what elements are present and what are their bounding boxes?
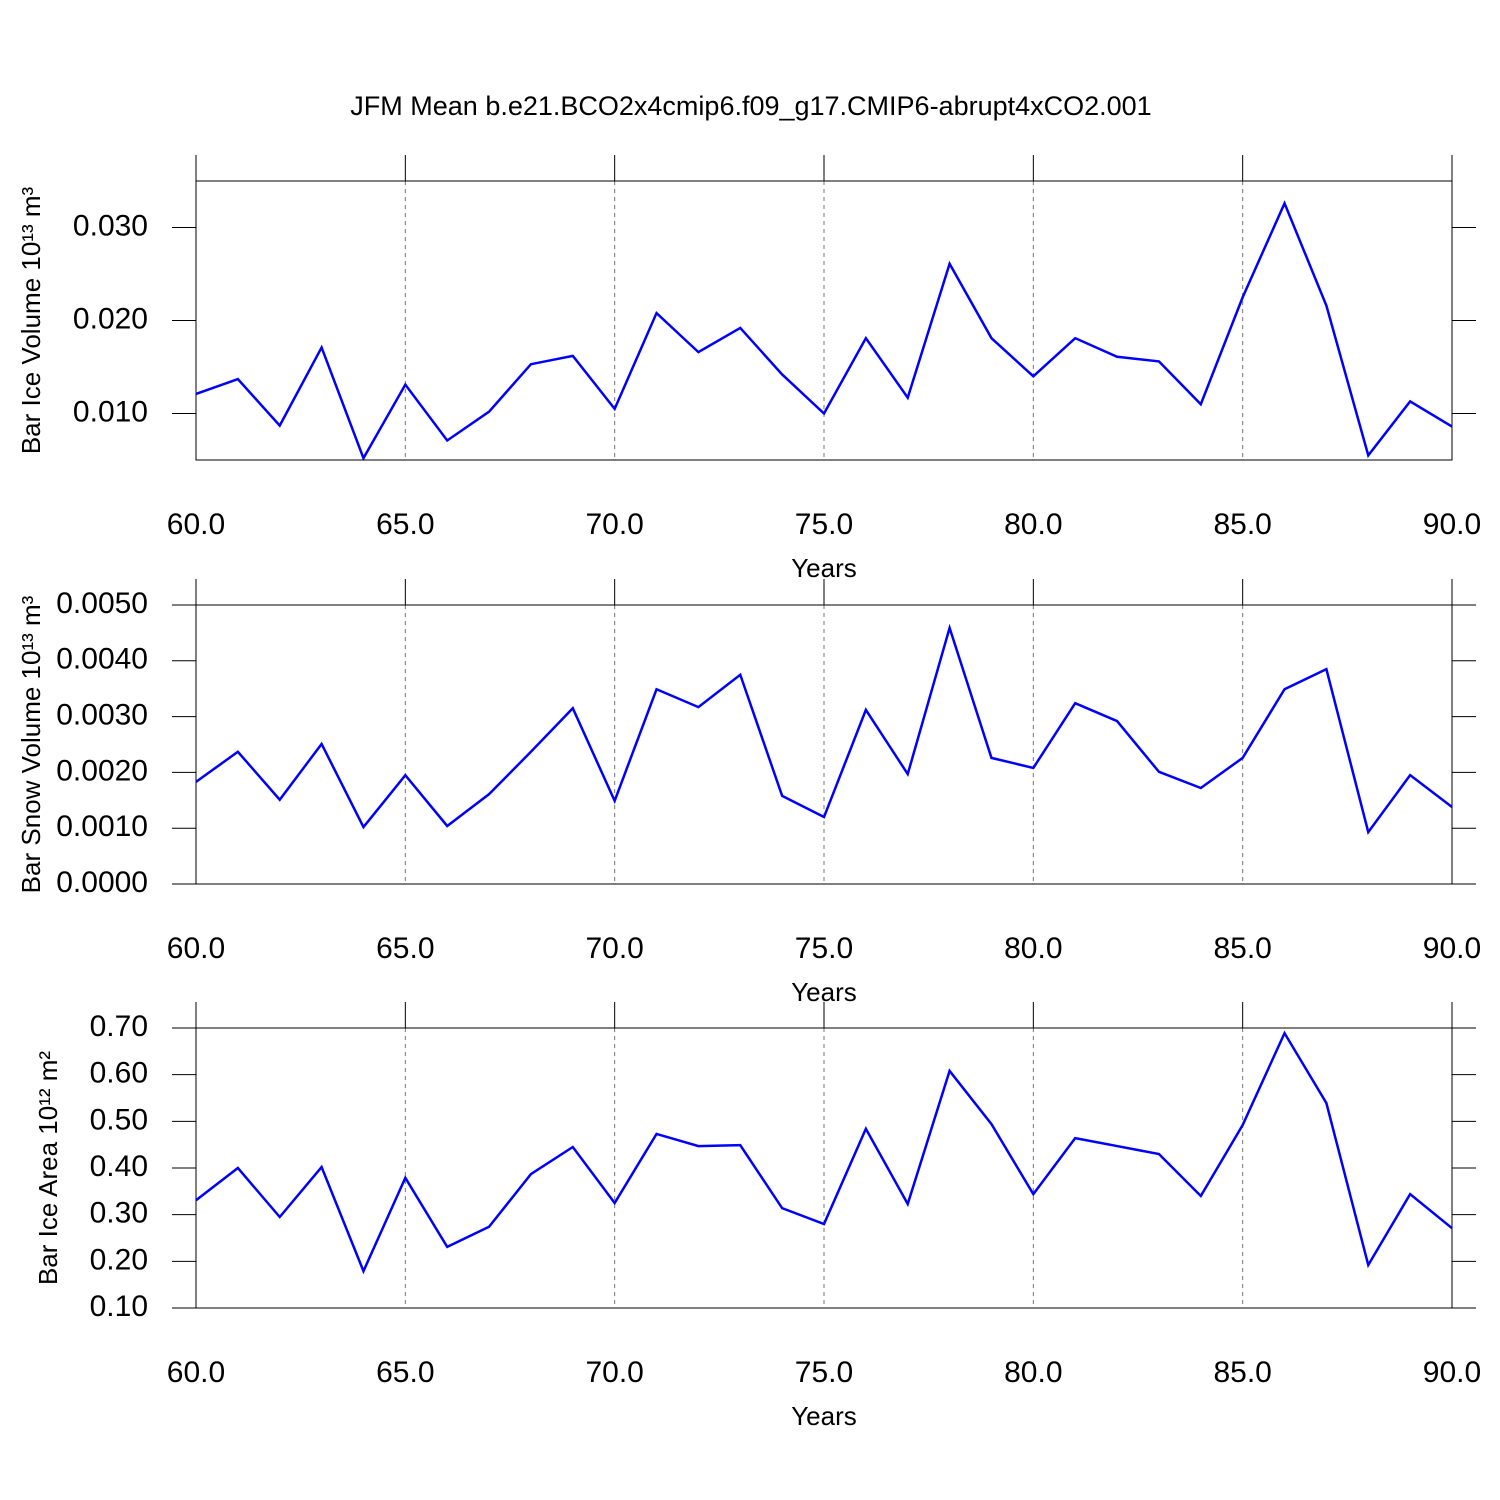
data-line — [195, 1030, 1453, 1275]
y-axis-label: Bar Ice Volume 10¹³ m³ — [16, 187, 46, 455]
x-tick-label: 70.0 — [585, 932, 643, 965]
figure-title: JFM Mean b.e21.BCO2x4cmip6.f09_g17.CMIP6… — [350, 91, 1151, 121]
x-axis-label: Years — [791, 977, 857, 1007]
data-line — [195, 200, 1453, 462]
x-tick-label: 85.0 — [1213, 1356, 1271, 1389]
x-tick-label: 60.0 — [167, 508, 225, 541]
y-tick-label: 0.20 — [90, 1243, 148, 1276]
x-tick-label: 90.0 — [1423, 932, 1481, 965]
y-tick-label: 0.020 — [73, 302, 148, 335]
x-axis-label: Years — [791, 553, 857, 583]
x-axis-label: Years — [791, 1401, 857, 1431]
x-tick-label: 80.0 — [1004, 1356, 1062, 1389]
y-tick-label: 0.030 — [73, 209, 148, 242]
y-tick-label: 0.0050 — [56, 587, 148, 620]
y-tick-label: 0.0020 — [56, 754, 148, 787]
x-tick-label: 85.0 — [1213, 508, 1271, 541]
x-tick-label: 60.0 — [167, 1356, 225, 1389]
x-tick-label: 85.0 — [1213, 932, 1271, 965]
data-line — [195, 623, 1453, 835]
y-tick-label: 0.0010 — [56, 810, 148, 843]
plot-frame — [195, 604, 1453, 885]
x-tick-label: 90.0 — [1423, 508, 1481, 541]
x-tick-label: 75.0 — [795, 508, 853, 541]
x-tick-label: 90.0 — [1423, 1356, 1481, 1389]
y-tick-label: 0.0040 — [56, 643, 148, 676]
y-axis-label: Bar Ice Area 10¹² m² — [33, 1051, 63, 1285]
y-axis-label: Bar Snow Volume 10¹³ m³ — [16, 595, 46, 893]
x-tick-label: 75.0 — [795, 932, 853, 965]
x-tick-label: 65.0 — [376, 1356, 434, 1389]
y-tick-label: 0.30 — [90, 1197, 148, 1230]
y-tick-label: 0.10 — [90, 1290, 148, 1323]
y-tick-label: 0.010 — [73, 395, 148, 428]
x-tick-label: 70.0 — [585, 508, 643, 541]
y-tick-label: 0.0000 — [56, 866, 148, 899]
x-tick-label: 80.0 — [1004, 508, 1062, 541]
x-tick-label: 75.0 — [795, 1356, 853, 1389]
x-tick-label: 80.0 — [1004, 932, 1062, 965]
y-tick-label: 0.0030 — [56, 699, 148, 732]
y-tick-label: 0.40 — [90, 1150, 148, 1183]
y-tick-label: 0.60 — [90, 1057, 148, 1090]
x-tick-label: 65.0 — [376, 508, 434, 541]
x-tick-label: 60.0 — [167, 932, 225, 965]
plot-frame — [195, 1027, 1453, 1309]
x-tick-label: 70.0 — [585, 1356, 643, 1389]
x-tick-label: 65.0 — [376, 932, 434, 965]
plot-frame — [195, 180, 1453, 461]
y-tick-label: 0.50 — [90, 1103, 148, 1136]
y-tick-label: 0.70 — [90, 1010, 148, 1043]
